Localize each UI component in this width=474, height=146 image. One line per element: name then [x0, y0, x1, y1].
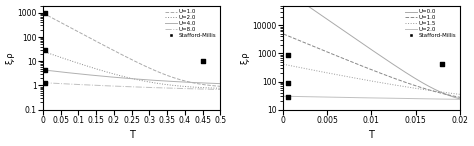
U=4.0 — [49, 70, 55, 72]
U=2.0 — [49, 54, 55, 55]
U=1.5 — [452, 93, 457, 95]
U=1.5 — [362, 79, 367, 81]
U=2.0 — [127, 77, 132, 79]
U=0.0 — [362, 44, 367, 46]
U=2.0 — [122, 76, 128, 78]
U=1.0 — [362, 66, 367, 68]
U=2.0 — [362, 97, 367, 99]
U=4.0 — [212, 83, 218, 84]
U=2.0 — [281, 95, 286, 97]
U=2.0 — [180, 85, 185, 87]
U=2.0 — [366, 97, 372, 99]
Line: U=1.0: U=1.0 — [43, 13, 220, 86]
Point — [41, 12, 49, 14]
U=1.0 — [452, 95, 457, 97]
U=1.5 — [281, 63, 286, 65]
U=4.0 — [40, 69, 46, 71]
U=4.0 — [122, 77, 128, 79]
U=0.0 — [452, 97, 458, 98]
Legend: U=0.0, U=1.0, U=1.5, U=2.0, Stafford-Millis: U=0.0, U=1.0, U=1.5, U=2.0, Stafford-Mil… — [403, 8, 457, 39]
U=2.0 — [218, 87, 223, 89]
U=1.5 — [457, 93, 463, 95]
Point — [41, 81, 49, 84]
U=1.0 — [180, 80, 185, 81]
U=0.0 — [452, 97, 457, 98]
Point — [41, 68, 49, 71]
U=2.0 — [212, 87, 218, 89]
X-axis label: T: T — [368, 130, 374, 140]
U=1.0 — [290, 37, 295, 39]
Line: U=0.0: U=0.0 — [283, 0, 460, 99]
U=1.0 — [366, 68, 372, 70]
U=1.0 — [212, 85, 218, 87]
U=1.0 — [281, 33, 286, 35]
Y-axis label: ξ,ρ: ξ,ρ — [6, 51, 15, 64]
U=1.5 — [290, 65, 295, 67]
Point — [284, 53, 292, 56]
U=2.0 — [212, 87, 218, 89]
U=1.0 — [49, 17, 55, 19]
X-axis label: T: T — [129, 130, 135, 140]
U=8.0 — [49, 82, 55, 84]
U=1.0 — [122, 55, 128, 57]
Point — [41, 49, 49, 52]
Y-axis label: ξ,ρ: ξ,ρ — [240, 51, 249, 64]
U=4.0 — [218, 83, 223, 85]
U=8.0 — [218, 89, 223, 90]
U=4.0 — [212, 83, 218, 84]
U=1.5 — [419, 88, 425, 90]
U=4.0 — [180, 81, 185, 83]
U=2.0 — [457, 98, 463, 100]
U=2.0 — [419, 98, 425, 100]
U=1.0 — [457, 97, 463, 98]
Point — [438, 62, 446, 65]
U=8.0 — [180, 88, 185, 89]
U=0.0 — [366, 47, 372, 49]
Point — [199, 60, 206, 62]
U=1.0 — [212, 85, 218, 87]
Line: U=1.5: U=1.5 — [283, 64, 460, 94]
Line: U=4.0: U=4.0 — [43, 70, 220, 84]
U=4.0 — [127, 78, 132, 79]
Point — [284, 82, 292, 84]
Line: U=2.0: U=2.0 — [43, 51, 220, 88]
U=2.0 — [452, 98, 457, 100]
U=2.0 — [290, 95, 295, 97]
U=8.0 — [127, 86, 132, 88]
U=8.0 — [212, 88, 218, 90]
U=0.0 — [457, 98, 463, 100]
U=1.0 — [127, 58, 132, 59]
Point — [284, 96, 292, 98]
Line: U=8.0: U=8.0 — [43, 83, 220, 89]
U=0.0 — [419, 82, 425, 84]
U=1.0 — [218, 85, 223, 87]
U=1.0 — [419, 87, 425, 89]
U=2.0 — [452, 98, 458, 100]
U=1.0 — [40, 12, 46, 14]
U=2.0 — [40, 51, 46, 52]
U=8.0 — [122, 86, 128, 87]
U=8.0 — [40, 82, 46, 84]
Line: U=2.0: U=2.0 — [283, 96, 460, 99]
U=1.5 — [452, 93, 458, 95]
Line: U=1.0: U=1.0 — [283, 34, 460, 97]
U=1.5 — [366, 80, 372, 81]
U=1.0 — [452, 95, 458, 97]
Legend: U=1.0, U=2.0, U=4.0, U=8.0, Stafford-Millis: U=1.0, U=2.0, U=4.0, U=8.0, Stafford-Mil… — [164, 8, 218, 39]
U=8.0 — [212, 88, 218, 90]
